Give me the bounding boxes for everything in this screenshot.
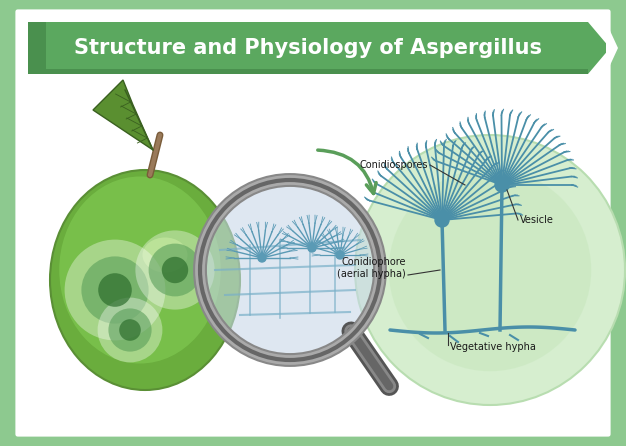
Circle shape: [336, 251, 344, 259]
Text: Vesicle: Vesicle: [520, 215, 554, 225]
Circle shape: [119, 319, 141, 341]
FancyBboxPatch shape: [14, 8, 612, 438]
Circle shape: [135, 231, 215, 310]
Text: Conidiophore
(aerial hypha): Conidiophore (aerial hypha): [337, 257, 406, 279]
Ellipse shape: [59, 177, 221, 363]
Circle shape: [495, 178, 509, 192]
Text: Vegetative hypha: Vegetative hypha: [450, 342, 536, 352]
Circle shape: [162, 257, 188, 283]
Circle shape: [64, 240, 165, 340]
FancyBboxPatch shape: [28, 22, 588, 74]
Circle shape: [389, 169, 591, 371]
Circle shape: [98, 273, 132, 307]
Polygon shape: [28, 22, 46, 74]
Polygon shape: [200, 230, 230, 310]
Ellipse shape: [50, 170, 240, 390]
Circle shape: [200, 180, 380, 360]
Circle shape: [148, 244, 202, 297]
Ellipse shape: [143, 238, 188, 273]
Circle shape: [355, 135, 625, 405]
FancyBboxPatch shape: [28, 69, 588, 74]
Circle shape: [98, 297, 162, 363]
Circle shape: [81, 256, 148, 324]
FancyArrowPatch shape: [318, 150, 376, 194]
Circle shape: [435, 213, 449, 227]
Circle shape: [308, 244, 316, 252]
Polygon shape: [588, 22, 610, 74]
Text: Conidiospores: Conidiospores: [359, 160, 428, 170]
Text: Structure and Physiology of Aspergillus: Structure and Physiology of Aspergillus: [74, 38, 542, 58]
Polygon shape: [93, 80, 153, 150]
Circle shape: [108, 308, 151, 351]
Polygon shape: [606, 22, 618, 74]
Circle shape: [258, 254, 266, 262]
